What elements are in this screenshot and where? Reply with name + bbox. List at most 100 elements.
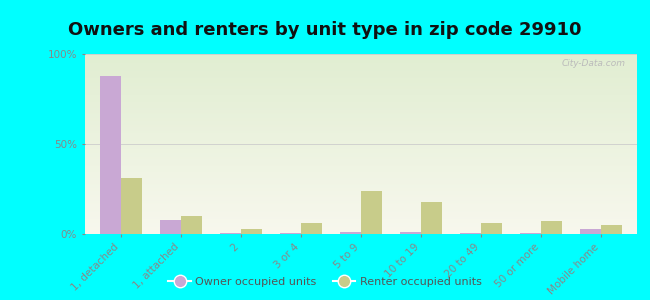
Bar [460, 233, 481, 234]
Bar [84, 111, 637, 112]
Bar [84, 69, 637, 70]
Bar [84, 232, 637, 233]
Bar [84, 121, 637, 122]
Bar [84, 135, 637, 136]
Bar [84, 60, 637, 61]
Bar [84, 120, 637, 121]
Bar [84, 180, 637, 181]
Bar [84, 123, 637, 124]
Bar [84, 179, 637, 180]
Bar [84, 177, 637, 178]
Bar [84, 169, 637, 170]
Bar [84, 54, 637, 55]
Bar [84, 192, 637, 193]
Bar [84, 162, 637, 163]
Bar [520, 233, 541, 234]
Bar [580, 229, 601, 234]
Bar [84, 101, 637, 102]
Bar [84, 88, 637, 89]
Bar [84, 143, 637, 144]
Bar [84, 155, 637, 156]
Bar [84, 114, 637, 115]
Bar [240, 229, 262, 234]
Bar [84, 195, 637, 196]
Bar [84, 150, 637, 151]
Bar [220, 233, 240, 234]
Bar [84, 157, 637, 158]
Bar [84, 173, 637, 174]
Bar [84, 186, 637, 187]
Bar [84, 124, 637, 125]
Bar [84, 62, 637, 63]
Bar [84, 209, 637, 210]
Bar [84, 92, 637, 93]
Bar [84, 68, 637, 69]
Bar [84, 71, 637, 72]
Bar [84, 110, 637, 111]
Bar [84, 84, 637, 85]
Bar [84, 175, 637, 176]
Bar [84, 219, 637, 220]
Bar [84, 134, 637, 135]
Bar [84, 215, 637, 216]
Bar [84, 82, 637, 83]
Bar [84, 204, 637, 205]
Bar [84, 216, 637, 217]
Bar [84, 122, 637, 123]
Bar [84, 97, 637, 98]
Bar [541, 221, 562, 234]
Bar [84, 183, 637, 184]
Bar [84, 165, 637, 166]
Bar [421, 202, 442, 234]
Bar [84, 208, 637, 209]
Bar [84, 79, 637, 80]
Bar [84, 206, 637, 207]
Bar [181, 216, 202, 234]
Bar [84, 104, 637, 105]
Bar [84, 201, 637, 202]
Bar [84, 171, 637, 172]
Bar [84, 96, 637, 97]
Bar [84, 126, 637, 127]
Bar [84, 218, 637, 219]
Bar [84, 73, 637, 74]
Bar [84, 193, 637, 194]
Bar [99, 76, 120, 234]
Bar [84, 203, 637, 204]
Bar [84, 189, 637, 190]
Bar [84, 149, 637, 150]
Bar [84, 99, 637, 100]
Bar [84, 78, 637, 79]
Bar [280, 233, 301, 234]
Bar [84, 153, 637, 154]
Bar [84, 98, 637, 99]
Bar [84, 181, 637, 182]
Bar [84, 168, 637, 169]
Bar [84, 210, 637, 211]
Bar [84, 119, 637, 120]
Legend: Owner occupied units, Renter occupied units: Owner occupied units, Renter occupied un… [164, 273, 486, 291]
Bar [84, 217, 637, 218]
Bar [84, 211, 637, 212]
Bar [601, 225, 622, 234]
Bar [84, 225, 637, 226]
Bar [84, 102, 637, 103]
Bar [84, 109, 637, 110]
Bar [84, 174, 637, 175]
Bar [84, 202, 637, 203]
Bar [84, 132, 637, 133]
Bar [84, 228, 637, 229]
Bar [84, 220, 637, 221]
Bar [84, 223, 637, 224]
Bar [84, 131, 637, 132]
Bar [84, 86, 637, 87]
Bar [84, 116, 637, 117]
Bar [84, 190, 637, 191]
Bar [481, 223, 502, 234]
Bar [84, 67, 637, 68]
Bar [84, 61, 637, 62]
Bar [84, 213, 637, 214]
Bar [84, 191, 637, 192]
Bar [84, 198, 637, 199]
Bar [84, 167, 637, 168]
